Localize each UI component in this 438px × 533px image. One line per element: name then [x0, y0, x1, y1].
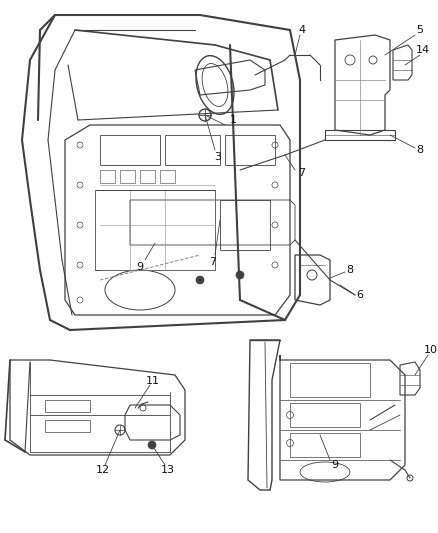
Text: 7: 7 [209, 257, 216, 267]
Text: 3: 3 [214, 152, 221, 162]
Text: 5: 5 [416, 25, 423, 35]
Text: 14: 14 [415, 45, 429, 55]
Circle shape [195, 276, 204, 284]
Text: 10: 10 [423, 345, 437, 355]
Text: 8: 8 [346, 265, 353, 275]
Text: 8: 8 [416, 145, 423, 155]
Text: 9: 9 [136, 262, 143, 272]
Circle shape [148, 441, 155, 449]
Text: 1: 1 [229, 115, 236, 125]
Text: 7: 7 [298, 168, 305, 178]
Text: 12: 12 [96, 465, 110, 475]
Text: 6: 6 [356, 290, 363, 300]
Text: 11: 11 [146, 376, 159, 386]
Text: 9: 9 [331, 460, 338, 470]
Text: 13: 13 [161, 465, 175, 475]
Circle shape [236, 271, 244, 279]
Text: 4: 4 [298, 25, 305, 35]
